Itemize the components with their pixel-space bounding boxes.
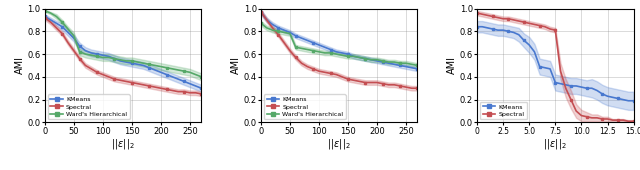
X-axis label: $||\epsilon||_2$: $||\epsilon||_2$	[327, 137, 351, 151]
Legend: KMeans, Spectral, Ward's Hierarchical: KMeans, Spectral, Ward's Hierarchical	[48, 94, 129, 119]
X-axis label: $||\epsilon||_2$: $||\epsilon||_2$	[111, 137, 135, 151]
Legend: KMeans, Spectral, Ward's Hierarchical: KMeans, Spectral, Ward's Hierarchical	[264, 94, 346, 119]
Y-axis label: AMI: AMI	[15, 56, 24, 74]
X-axis label: $||\epsilon||_2$: $||\epsilon||_2$	[543, 137, 567, 151]
Y-axis label: AMI: AMI	[447, 56, 457, 74]
Legend: KMeans, Spectral: KMeans, Spectral	[480, 102, 527, 119]
Y-axis label: AMI: AMI	[230, 56, 241, 74]
